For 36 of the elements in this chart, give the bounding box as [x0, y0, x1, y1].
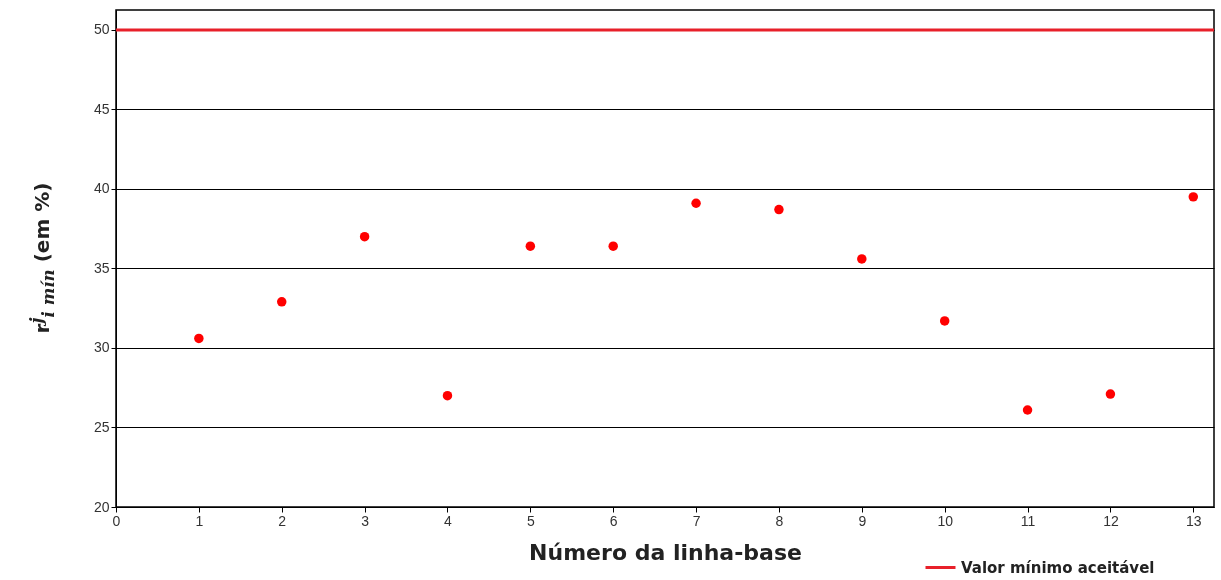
point [1022, 405, 1033, 415]
point [276, 297, 287, 307]
legend-label: Valor mínimo aceitável [961, 558, 1155, 577]
point [1188, 192, 1199, 202]
x-tick-label: 0 [112, 512, 121, 529]
point [691, 198, 701, 208]
point [774, 204, 784, 215]
x-tick-label: 4 [444, 512, 453, 529]
x-tick-label: 6 [609, 512, 618, 529]
point [1105, 389, 1116, 399]
point [359, 231, 370, 242]
y-tick-label: 40 [93, 180, 110, 197]
x-tick-label: 8 [775, 512, 784, 529]
y-tick-label: 35 [93, 259, 110, 276]
point [525, 241, 536, 251]
x-tick-label: 13 [1185, 512, 1202, 529]
x-tick-label: 5 [526, 512, 535, 529]
point [857, 254, 867, 264]
y-tick-label: 25 [93, 418, 110, 435]
y-tick-label: 45 [93, 100, 110, 117]
x-tick-label: 9 [858, 512, 867, 529]
point [442, 390, 453, 401]
x-tick-label: 12 [1103, 512, 1119, 529]
x-tick-label: 11 [1020, 512, 1036, 529]
x-tick-label: 3 [361, 512, 370, 529]
point [194, 333, 204, 344]
y-tick-label: 50 [93, 21, 110, 38]
y-tick-label: 20 [93, 498, 110, 515]
x-axis-title: Número da linha-base [529, 539, 802, 565]
x-tick-label: 2 [278, 512, 287, 529]
y-tick-label: 30 [93, 339, 110, 356]
x-tick-label: 1 [195, 512, 204, 529]
point [608, 241, 618, 251]
point [939, 316, 950, 326]
x-tick-label: 7 [692, 512, 701, 529]
x-tick-label: 10 [937, 512, 954, 529]
